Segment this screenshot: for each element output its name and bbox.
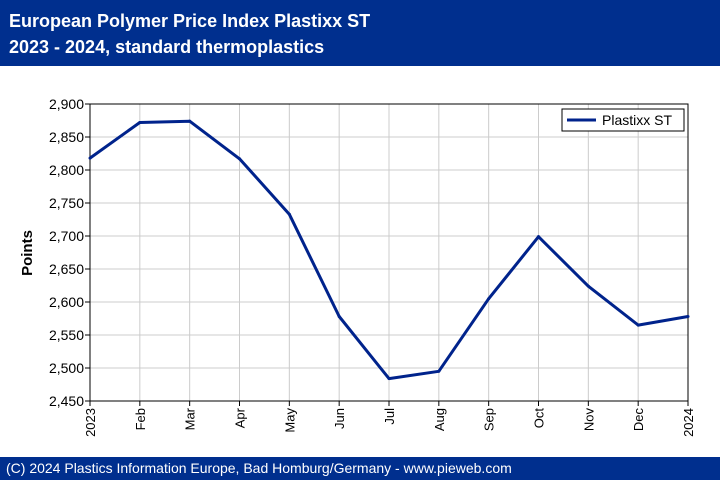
- legend: Plastixx ST: [561, 108, 685, 132]
- chart-header: European Polymer Price Index Plastixx ST…: [0, 0, 720, 66]
- y-tick-label: 2,550: [49, 327, 84, 343]
- x-tick-label: Feb: [133, 408, 148, 430]
- data-point: [188, 119, 192, 123]
- x-tick-label: Mar: [183, 407, 198, 430]
- x-tick-label: Nov: [581, 408, 596, 432]
- data-point: [238, 157, 241, 161]
- x-tick-label: May: [282, 408, 297, 433]
- x-tick-label: Sep: [482, 408, 497, 431]
- data-point: [636, 323, 640, 327]
- data-point: [88, 156, 92, 160]
- series-lines: [88, 119, 690, 381]
- y-axis-ticks: 2,450 2,500 2,550 2,600 2,650 2,700 2,750 2,800…: [49, 96, 90, 409]
- y-tick-label: 2,700: [49, 228, 84, 244]
- data-point: [586, 284, 590, 288]
- x-tick-label: 2023: [83, 408, 98, 437]
- x-tick-label: Aug: [432, 408, 447, 431]
- data-point: [686, 315, 690, 319]
- y-tick-label: 2,750: [49, 195, 84, 211]
- x-tick-label: Jul: [382, 408, 397, 425]
- data-point: [287, 212, 291, 216]
- data-point: [537, 235, 540, 239]
- data-point: [337, 315, 341, 319]
- data-point: [487, 297, 491, 301]
- y-tick-label: 2,450: [49, 393, 84, 409]
- chart-title: European Polymer Price Index Plastixx ST: [9, 11, 371, 31]
- grid-lines: [89, 103, 689, 402]
- x-axis-ticks: 2023 Feb Mar Apr May Jun Jul Aug Sep Oct Nov Dec 202…: [83, 401, 696, 437]
- y-tick-label: 2,650: [49, 261, 84, 277]
- data-point: [138, 120, 142, 124]
- chart-subtitle: 2023 - 2024, standard thermoplastics: [9, 37, 325, 57]
- x-tick-label: 2024: [681, 408, 696, 437]
- x-tick-label: Apr: [233, 407, 248, 428]
- y-tick-label: 2,850: [49, 129, 84, 145]
- x-tick-label: Dec: [631, 408, 646, 432]
- x-tick-label: Jun: [332, 408, 347, 429]
- copyright-text: (C) 2024 Plastics Information Europe, Ba…: [6, 460, 512, 476]
- data-point: [437, 369, 441, 373]
- legend-box: [561, 108, 685, 132]
- legend-label: Plastixx ST: [602, 112, 672, 128]
- chart-footer: (C) 2024 Plastics Information Europe, Ba…: [0, 457, 720, 480]
- y-tick-label: 2,500: [49, 360, 84, 376]
- x-tick-label: Oct: [532, 408, 547, 429]
- data-point: [387, 377, 391, 381]
- y-axis-title: Points: [19, 230, 36, 276]
- y-tick-label: 2,900: [49, 96, 84, 112]
- y-tick-label: 2,800: [49, 162, 84, 178]
- y-tick-label: 2,600: [49, 294, 84, 310]
